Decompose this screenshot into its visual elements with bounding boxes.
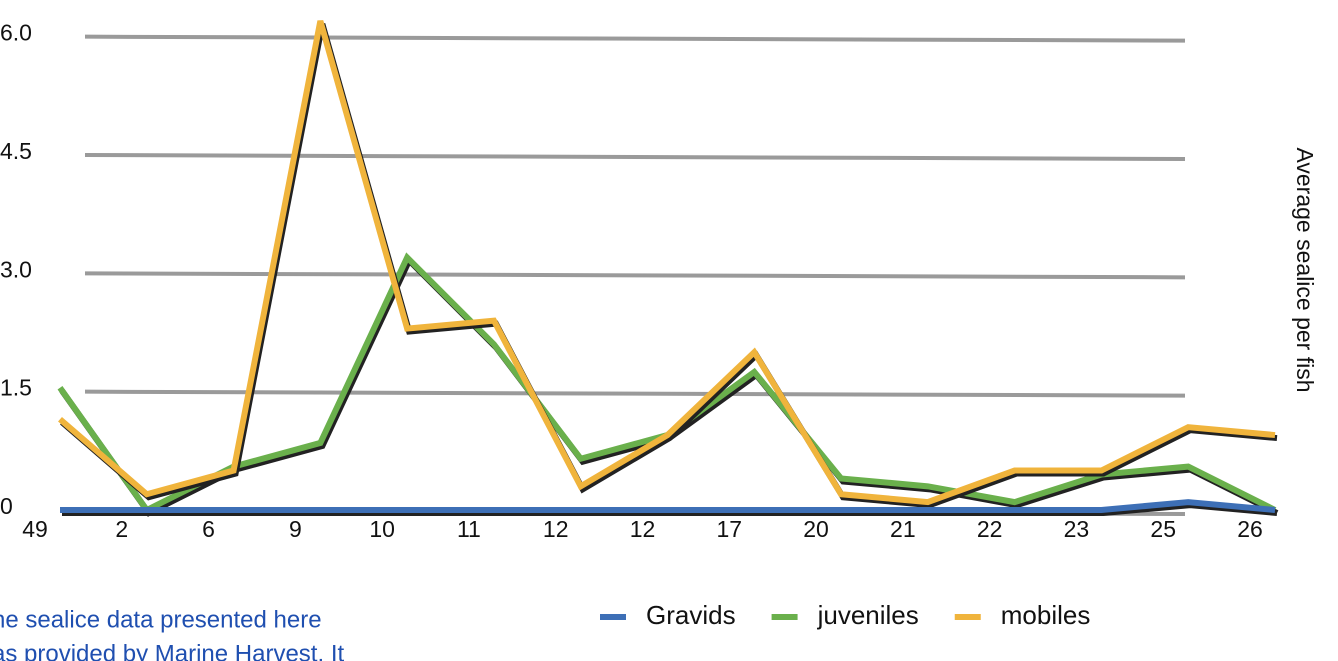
series-line: [58, 20, 1276, 506]
grid-line: [84, 153, 1186, 161]
series-line: [60, 499, 1276, 513]
x-tick-label: 49: [22, 516, 48, 542]
grid-line: [84, 34, 1186, 43]
y-tick-label: 0: [0, 493, 13, 519]
y-tick-label: 6.0: [0, 20, 32, 46]
x-tick-label: 25: [1150, 516, 1176, 542]
x-tick-label: 23: [1064, 516, 1090, 542]
y-tick-label: 1.5: [0, 375, 32, 401]
x-tick-label: 12: [630, 516, 656, 542]
legend-label: mobiles: [1001, 600, 1091, 630]
x-tick-label: 20: [803, 516, 829, 542]
grid-line: [84, 389, 1186, 398]
grid-line: [84, 271, 1186, 280]
note-line: as provided by Marine Harvest. It: [0, 640, 344, 661]
x-tick-label: 11: [457, 516, 481, 542]
legend-label: Gravids: [646, 600, 736, 630]
y-tick-label: 4.5: [0, 138, 32, 164]
x-tick-label: 12: [543, 516, 569, 542]
x-tick-label: 6: [202, 516, 215, 542]
x-tick-label: 22: [977, 516, 1003, 542]
x-tick-label: 26: [1237, 516, 1263, 542]
x-tick-label: 10: [369, 516, 395, 542]
x-tick-label: 17: [716, 516, 742, 542]
x-tick-label: 21: [890, 516, 916, 542]
note-line: he sealice data presented here: [0, 606, 322, 633]
x-tick-label: 2: [115, 516, 128, 542]
y-tick-label: 3.0: [0, 256, 32, 282]
x-tick-label: 9: [289, 516, 302, 542]
legend-label: juveniles: [817, 600, 919, 630]
y-axis-title: Average sealice per fish: [1292, 147, 1318, 392]
